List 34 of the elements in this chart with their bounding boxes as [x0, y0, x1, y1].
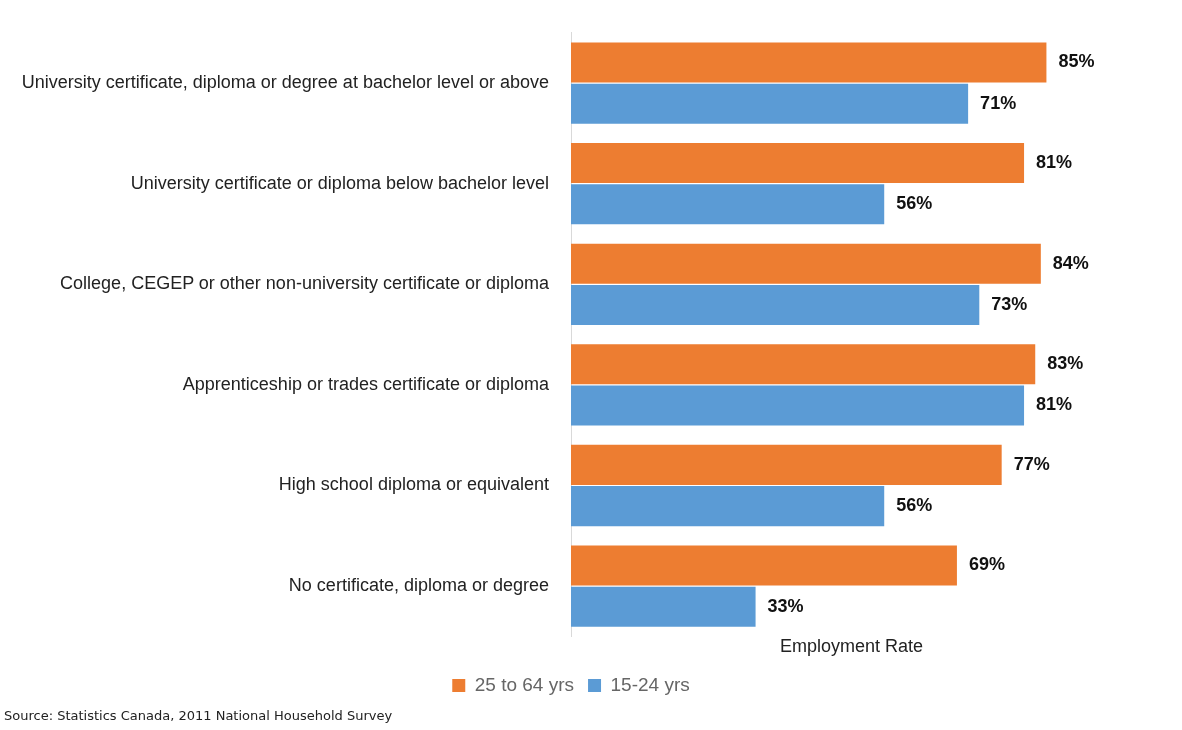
- bar: [571, 143, 1025, 184]
- data-label: 81%: [1036, 152, 1073, 173]
- legend-label: 15-24 yrs: [610, 673, 690, 695]
- bar: [571, 284, 980, 325]
- data-label: 69%: [968, 554, 1005, 575]
- bar: [571, 444, 1002, 485]
- y-tick-label: University certificate or diploma below bachelor level: [130, 172, 549, 193]
- data-label: 56%: [896, 193, 933, 214]
- x-axis-title: Employment Rate: [779, 636, 924, 657]
- data-label: 84%: [1052, 252, 1089, 273]
- bar: [571, 545, 957, 586]
- bar: [571, 42, 1047, 83]
- y-tick-label: University certificate, diploma or degree at bachelor level or above: [21, 72, 549, 93]
- y-tick-label: High school diploma or equivalent: [278, 474, 549, 495]
- y-tick-label: College, CEGEP or other non-university certificate or diploma: [60, 273, 550, 294]
- data-label: 71%: [980, 92, 1017, 113]
- legend-label: 25 to 64 yrs: [474, 673, 575, 695]
- bar: [571, 243, 1041, 284]
- source-note: Source: Statistics Canada, 2011 National Household Survey: [4, 708, 393, 723]
- data-label: 77%: [1013, 453, 1050, 474]
- data-label: 56%: [896, 495, 933, 516]
- bar: [571, 586, 756, 627]
- data-label: 73%: [991, 293, 1028, 314]
- data-label: 83%: [1047, 353, 1084, 374]
- y-tick-label: No certificate, diploma or degree: [288, 575, 549, 596]
- bar: [571, 344, 1036, 385]
- bar: [571, 83, 969, 124]
- data-label: 85%: [1058, 51, 1095, 72]
- bar: [571, 184, 885, 225]
- y-tick-label: Apprenticeship or trades certificate or diploma: [182, 373, 550, 394]
- data-label: 33%: [767, 595, 804, 616]
- data-label: 81%: [1036, 394, 1073, 415]
- bar: [571, 385, 1025, 426]
- bar: [571, 486, 885, 527]
